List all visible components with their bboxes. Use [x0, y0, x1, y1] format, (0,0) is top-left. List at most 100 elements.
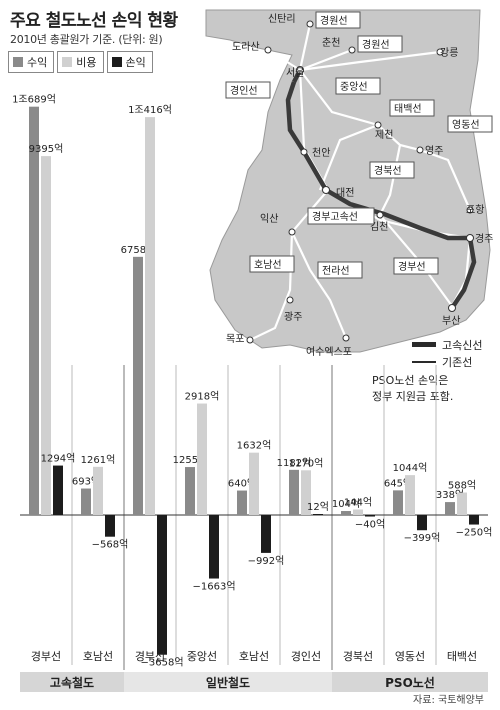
category-label: 태백선: [447, 650, 477, 663]
value-label: 1044억: [393, 462, 428, 474]
city-label: 서울: [286, 67, 304, 79]
bar-수익: [289, 469, 299, 515]
bar-손익: [365, 515, 375, 517]
legend-item-cost: 비용: [57, 51, 104, 73]
category-label: 영동선: [395, 650, 425, 663]
note-line: PSO노선 손익은: [372, 374, 449, 387]
legend-item-profit: 손익: [106, 51, 153, 73]
legend-swatch: [111, 57, 122, 67]
city-label: 천안: [312, 147, 330, 159]
category-label: 호남선: [83, 650, 113, 663]
city-label: 대전: [336, 187, 354, 199]
line-label: 경원선: [362, 38, 390, 51]
city-label: 춘천: [322, 37, 340, 49]
value-label: 1632억: [237, 440, 272, 452]
city-label: 도라산: [232, 41, 260, 53]
category-label: 경인선: [291, 650, 321, 663]
category-label: 경부선: [31, 650, 61, 663]
railway-map: 신탄리 도라산 춘천 서울 강릉 제천 영주 천안 대전 포항 익산 김천 경주…: [205, 9, 493, 369]
chart-title: 주요 철도노선 손익 현황: [10, 11, 178, 31]
city-label: 광주: [284, 311, 302, 323]
line-label: 경부선: [398, 260, 426, 273]
value-label: 1조416억: [128, 104, 172, 116]
map-legend-label: 고속신선: [442, 339, 482, 352]
category-label: 중앙선: [187, 650, 217, 663]
legend-swatch: [62, 57, 73, 67]
legend: 수익 비용 손익: [8, 51, 153, 73]
category-label: 경북선: [343, 650, 373, 663]
source-note: 자료: 국토해양부: [413, 695, 484, 706]
city-label: 부산: [442, 315, 460, 327]
line-label: 경북선: [374, 164, 402, 177]
city-label: 여수엑스포: [306, 346, 352, 358]
category-label: 호남선: [239, 650, 269, 663]
legend-label: 비용: [76, 56, 97, 69]
city-label: 제천: [375, 129, 393, 141]
city-label: 포항: [466, 204, 484, 216]
bar-손익: [469, 515, 479, 525]
bar-수익: [445, 502, 455, 515]
line-label: 중앙선: [340, 81, 368, 93]
bar-비용: [457, 492, 467, 515]
value-label: 1170억: [289, 457, 324, 469]
map-legend-label: 기존선: [442, 356, 472, 369]
bar-손익: [261, 515, 271, 553]
group-label-general: 일반철도: [124, 672, 332, 692]
bar-손익: [209, 515, 219, 579]
bar-수익: [237, 490, 247, 515]
value-label: −1663억: [192, 581, 235, 593]
value-label: 1조689억: [12, 94, 56, 106]
city-label: 익산: [260, 213, 278, 225]
bar-수익: [341, 511, 351, 515]
value-label: 1294억: [41, 453, 76, 465]
bar-비용: [249, 452, 259, 515]
value-label: 104억: [332, 498, 360, 510]
value-label: 1261억: [81, 454, 116, 466]
value-label: −568억: [92, 539, 129, 551]
bar-손익: [157, 515, 167, 655]
line-label: 경인선: [230, 84, 258, 97]
group-label-ktx: 고속철도: [20, 672, 124, 692]
bar-손익: [105, 515, 115, 537]
value-label: 9395억: [29, 143, 64, 155]
high-speed-line: [285, 81, 477, 310]
city-label: 영주: [425, 145, 443, 157]
line-label: 경원선: [320, 14, 348, 27]
value-label: 588억: [448, 480, 476, 492]
line-label: 영동선: [452, 119, 480, 131]
value-label: −250억: [456, 527, 493, 539]
bar-비용: [405, 475, 415, 515]
bar-비용: [93, 466, 103, 515]
city-label: 신탄리: [268, 13, 296, 25]
bar-비용: [301, 470, 311, 515]
city-label: 강릉: [440, 47, 458, 59]
bar-손익: [417, 515, 427, 531]
value-label: −992억: [248, 555, 285, 567]
line-label: 전라선: [322, 265, 350, 277]
value-label: −3658억: [140, 657, 183, 669]
value-label: 144억: [344, 496, 372, 508]
legend-item-revenue: 수익: [8, 51, 55, 73]
bar-수익: [81, 488, 91, 515]
legend-swatch: [13, 57, 23, 67]
bar-수익: [393, 490, 403, 515]
line-label: 태백선: [394, 103, 422, 115]
bar-수익: [29, 106, 39, 515]
legend-label: 손익: [125, 56, 146, 69]
bar-손익: [53, 465, 63, 515]
note: PSO노선 손익은 정부 지원금 포함.: [372, 373, 453, 405]
city-dots: [246, 20, 474, 344]
bar-비용: [145, 117, 155, 516]
legend-label: 수익: [27, 56, 48, 69]
value-label: 2918억: [185, 391, 220, 403]
line-label: 호남선: [254, 259, 282, 271]
chart-subtitle: 2010년 총괄원가 기준. (단위: 원): [10, 33, 163, 46]
bar-수익: [185, 467, 195, 515]
note-line: 정부 지원금 포함.: [372, 390, 454, 403]
value-label: −40억: [355, 519, 385, 531]
bar-비용: [41, 156, 51, 515]
city-label: 김천: [370, 221, 388, 233]
value-label: 12억: [307, 501, 329, 513]
category-label: 경부선: [135, 650, 165, 663]
